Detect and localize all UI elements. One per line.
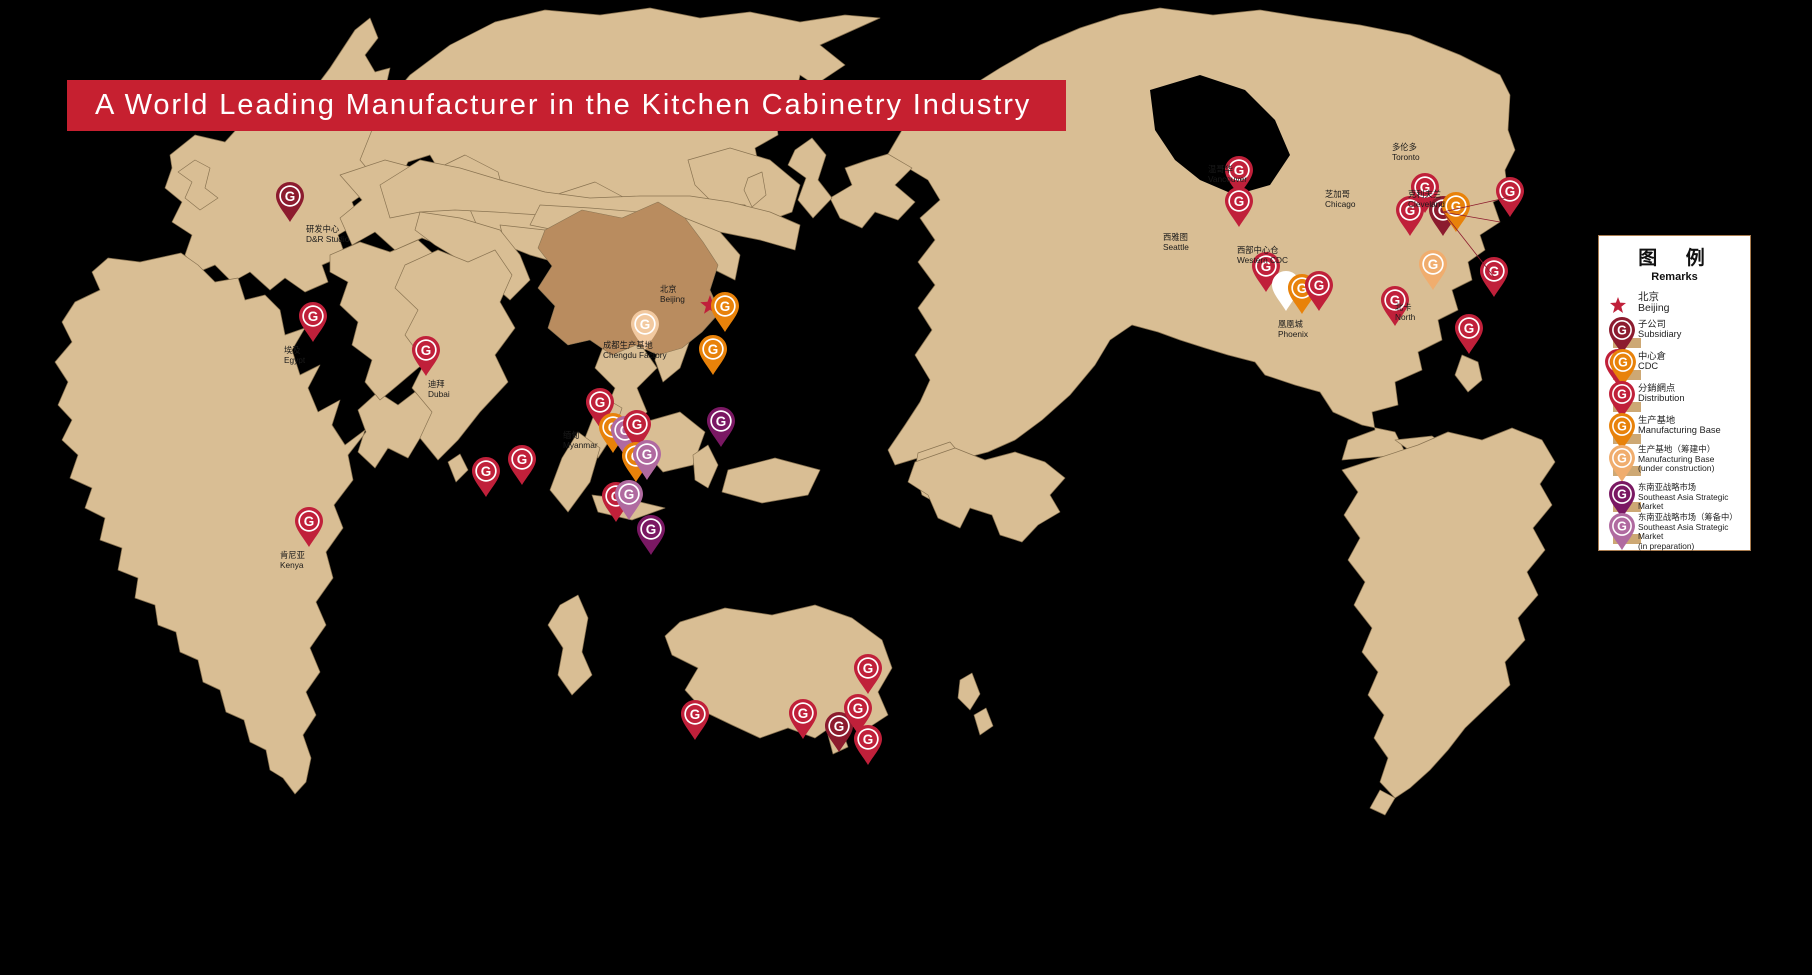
svg-text:北京: 北京: [660, 284, 677, 294]
svg-text:肯尼亚: 肯尼亚: [280, 550, 305, 560]
svg-text:Egypt: Egypt: [284, 355, 306, 365]
svg-text:North: North: [1395, 312, 1416, 322]
svg-text:Chengdu Factory: Chengdu Factory: [603, 350, 667, 360]
svg-text:克利夫兰: 克利夫兰: [1408, 189, 1441, 199]
svg-text:Myanmar: Myanmar: [563, 440, 598, 450]
svg-text:凰凰城: 凰凰城: [1278, 319, 1304, 329]
svg-text:Seattle: Seattle: [1163, 242, 1189, 252]
svg-text:Toronto: Toronto: [1392, 152, 1420, 162]
svg-text:Western CDC: Western CDC: [1237, 255, 1288, 265]
svg-text:Kenya: Kenya: [280, 560, 304, 570]
svg-text:埃及: 埃及: [284, 345, 301, 355]
svg-text:温哥华: 温哥华: [1208, 164, 1233, 174]
svg-text:西雅图: 西雅图: [1163, 232, 1188, 242]
svg-text:西部中心仓: 西部中心仓: [1237, 245, 1279, 255]
svg-text:缅甸: 缅甸: [563, 430, 580, 440]
svg-text:Cleveland: Cleveland: [1408, 199, 1445, 209]
svg-text:研发中心: 研发中心: [306, 224, 340, 234]
svg-text:Chicago: Chicago: [1325, 199, 1356, 209]
svg-text:Vancouver: Vancouver: [1208, 174, 1247, 184]
svg-text:芝加哥: 芝加哥: [1325, 189, 1350, 199]
svg-text:多伦多: 多伦多: [1392, 142, 1417, 152]
svg-text:Beijing: Beijing: [660, 294, 685, 304]
svg-text:成都生产基地: 成都生产基地: [603, 340, 653, 350]
svg-text:Phoenix: Phoenix: [1278, 329, 1309, 339]
svg-text:北卡: 北卡: [1395, 302, 1412, 312]
svg-text:迪拜: 迪拜: [428, 379, 445, 389]
svg-text:Dubai: Dubai: [428, 389, 450, 399]
svg-text:D&R Studio: D&R Studio: [306, 234, 350, 244]
